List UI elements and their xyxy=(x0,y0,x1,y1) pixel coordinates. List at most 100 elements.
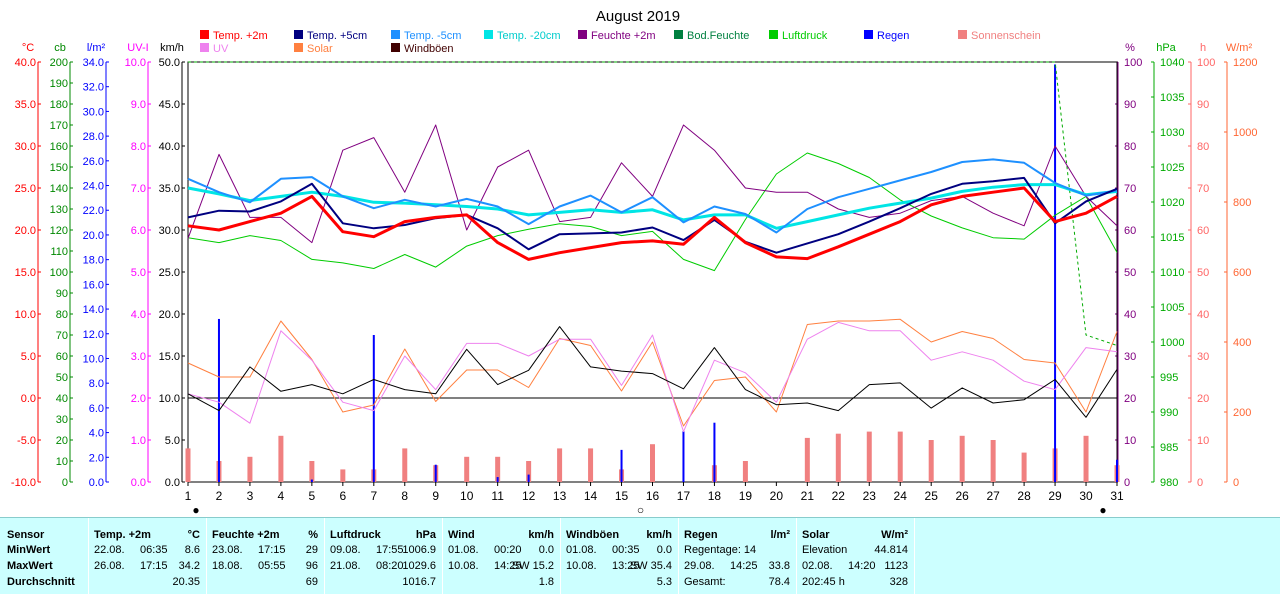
axis-tick-label: 10 xyxy=(1124,435,1136,447)
stats-column-luftdruck: Luftdruck hPa 09.08. 17:55 1006.9 21.08. 08:20… xyxy=(324,518,443,594)
axis-tick-label: 995 xyxy=(1160,372,1178,384)
stats-cell-time: 06:35 xyxy=(140,544,168,556)
axis-tick-label: 14.0 xyxy=(83,304,104,316)
stats-cell-date: 09.08. xyxy=(330,544,361,556)
stats-cell-time: 14:20 xyxy=(848,560,876,572)
stats-cell-value: 8.6 xyxy=(184,544,200,556)
stats-cell-value: 34.2 xyxy=(178,560,200,572)
moon-phase-icon: ○ xyxy=(637,503,644,517)
x-tick-label: 13 xyxy=(553,489,567,503)
axis-unit-label: UV-I xyxy=(127,42,148,54)
axis-tick-label: 9.0 xyxy=(131,99,146,111)
chart-title: August 2019 xyxy=(596,8,680,25)
axis-tick-label: 18.0 xyxy=(83,255,104,267)
x-tick-label: 31 xyxy=(1110,489,1124,503)
x-tick-label: 3 xyxy=(247,489,254,503)
axis-tick-label: 5.0 xyxy=(21,351,36,363)
stats-cell-time: 14:25 xyxy=(494,560,522,572)
bar-sonnenschein xyxy=(495,456,501,482)
axis-tick-label: 170 xyxy=(50,120,68,132)
stats-cell-value: 20.35 xyxy=(172,576,200,588)
stats-cell-time: 17:15 xyxy=(140,560,168,572)
stats-cell-date: 26.08. xyxy=(94,560,125,572)
axis-tick-label: 80 xyxy=(56,309,68,321)
stats-cell-value: 5.3 xyxy=(656,576,672,588)
series-line-windb-en xyxy=(187,326,1118,418)
x-tick-label: 14 xyxy=(584,489,598,503)
axis-tick-label: 60 xyxy=(56,351,68,363)
axis-tick-label: 100 xyxy=(1197,57,1215,69)
axis-tick-label: 1025 xyxy=(1160,162,1184,174)
stats-cell-value: 1029.6 xyxy=(402,560,436,572)
axis-tick-label: 30.0 xyxy=(83,106,104,118)
stats-unit: W/m² xyxy=(881,529,908,541)
axis-tick-label: 0.0 xyxy=(21,393,36,405)
axis-unit-label: °C xyxy=(22,42,34,54)
bar-sonnenschein xyxy=(650,444,655,482)
axes: °C -10.0 -5.0 0.0 5.0 10.0 15.0 20.0 25.0 30.0 35.… xyxy=(11,42,1258,489)
x-tick-label: 17 xyxy=(677,489,691,503)
legend-label: Feuchte +2m xyxy=(591,30,656,42)
axis-tick-label: 1020 xyxy=(1160,197,1184,209)
axis-tick-label: 12.0 xyxy=(83,329,104,341)
axis-tick-label: 24.0 xyxy=(83,181,104,193)
stats-column-regen: Regen l/m² Regentage: 14 29.08. 14:25 33.8 Ges… xyxy=(678,518,797,594)
bar-sonnenschein xyxy=(185,448,191,482)
x-tick-label: 22 xyxy=(832,489,846,503)
moon-phase-icon: ● xyxy=(1099,503,1106,517)
x-tick-label: 9 xyxy=(432,489,439,503)
stats-sensor-header: Sensor xyxy=(7,529,45,541)
axis-unit-label: hPa xyxy=(1156,42,1176,54)
axis-tick-label: 990 xyxy=(1160,407,1178,419)
axis-tick-label: 100 xyxy=(50,267,68,279)
axis-tick-label: 20 xyxy=(1124,393,1136,405)
stats-unit: hPa xyxy=(415,529,436,541)
stats-cell-date: 22.08. xyxy=(94,544,125,556)
bar-regen xyxy=(713,422,716,482)
stats-cell-date: 01.08. xyxy=(566,544,597,556)
series-line-solar xyxy=(187,318,1118,427)
x-tick-label: 25 xyxy=(925,489,939,503)
weather-chart: August 2019 Temp. +2m Temp. +5cm Temp. -5c… xyxy=(10,8,1258,517)
axis-tick-label: 0.0 xyxy=(89,477,104,489)
stats-cell-date: 01.08. xyxy=(448,544,479,556)
bar-sonnenschein xyxy=(897,431,903,482)
stats-sensor-column: Sensor MinWert MaxWert Durchschnitt xyxy=(0,518,89,594)
x-tick-label: 26 xyxy=(955,489,969,503)
stats-header: Solar xyxy=(802,529,830,541)
axis-tick-label: 10 xyxy=(56,456,68,468)
axis-tick-label: 90 xyxy=(1124,99,1136,111)
stats-column-boeen: Windböen km/h 01.08. 00:35 0.0 10.08. 13:25 SW … xyxy=(560,518,679,594)
x-tick-label: 23 xyxy=(863,489,877,503)
stats-header: Windböen xyxy=(566,529,620,541)
axis-tick-label: 130 xyxy=(50,204,68,216)
bar-sonnenschein xyxy=(1021,452,1027,482)
axis-tick-label: 40 xyxy=(1197,309,1209,321)
stats-unit: l/m² xyxy=(770,529,790,541)
axis-tick-label: 40 xyxy=(1124,309,1136,321)
axis-tick-label: 40.0 xyxy=(159,141,180,153)
stats-cell-time: 13:25 xyxy=(612,560,640,572)
x-tick-label: 1 xyxy=(185,489,192,503)
stats-cell-value: 44.814 xyxy=(874,544,908,556)
stats-cell-value: 1006.9 xyxy=(402,544,436,556)
stats-cell-date: 23.08. xyxy=(212,544,243,556)
axis-unit-label: cb xyxy=(54,42,66,54)
axis-tick-label: 100 xyxy=(1124,57,1142,69)
axis-tick-label: 190 xyxy=(50,78,68,90)
axis-tick-label: 20 xyxy=(1197,393,1209,405)
series-line-temp-5cm xyxy=(187,158,1118,234)
stats-cell-time: 14:25 xyxy=(730,560,758,572)
axis-tick-label: 2.0 xyxy=(131,393,146,405)
x-axis: 1 2 3 4 5 6 7 8 9 10 11 12 13 14 15 16 17 18 19 20 21 22 23 24 2… xyxy=(185,482,1124,517)
stats-unit: km/h xyxy=(646,529,672,541)
stats-cell-time: 00:20 xyxy=(494,544,522,556)
axis-tick-label: 1010 xyxy=(1160,267,1184,279)
statistics-panel: Sensor MinWert MaxWert Durchschnitt Temp… xyxy=(0,517,1280,594)
bar-regen xyxy=(1116,459,1118,482)
stats-cell-date: Gesamt: xyxy=(684,576,726,588)
axis-tick-label: 50 xyxy=(56,372,68,384)
axis-tick-label: -10.0 xyxy=(11,477,36,489)
stats-cell-time: 08:20 xyxy=(376,560,404,572)
stats-cell-time: 17:15 xyxy=(258,544,286,556)
